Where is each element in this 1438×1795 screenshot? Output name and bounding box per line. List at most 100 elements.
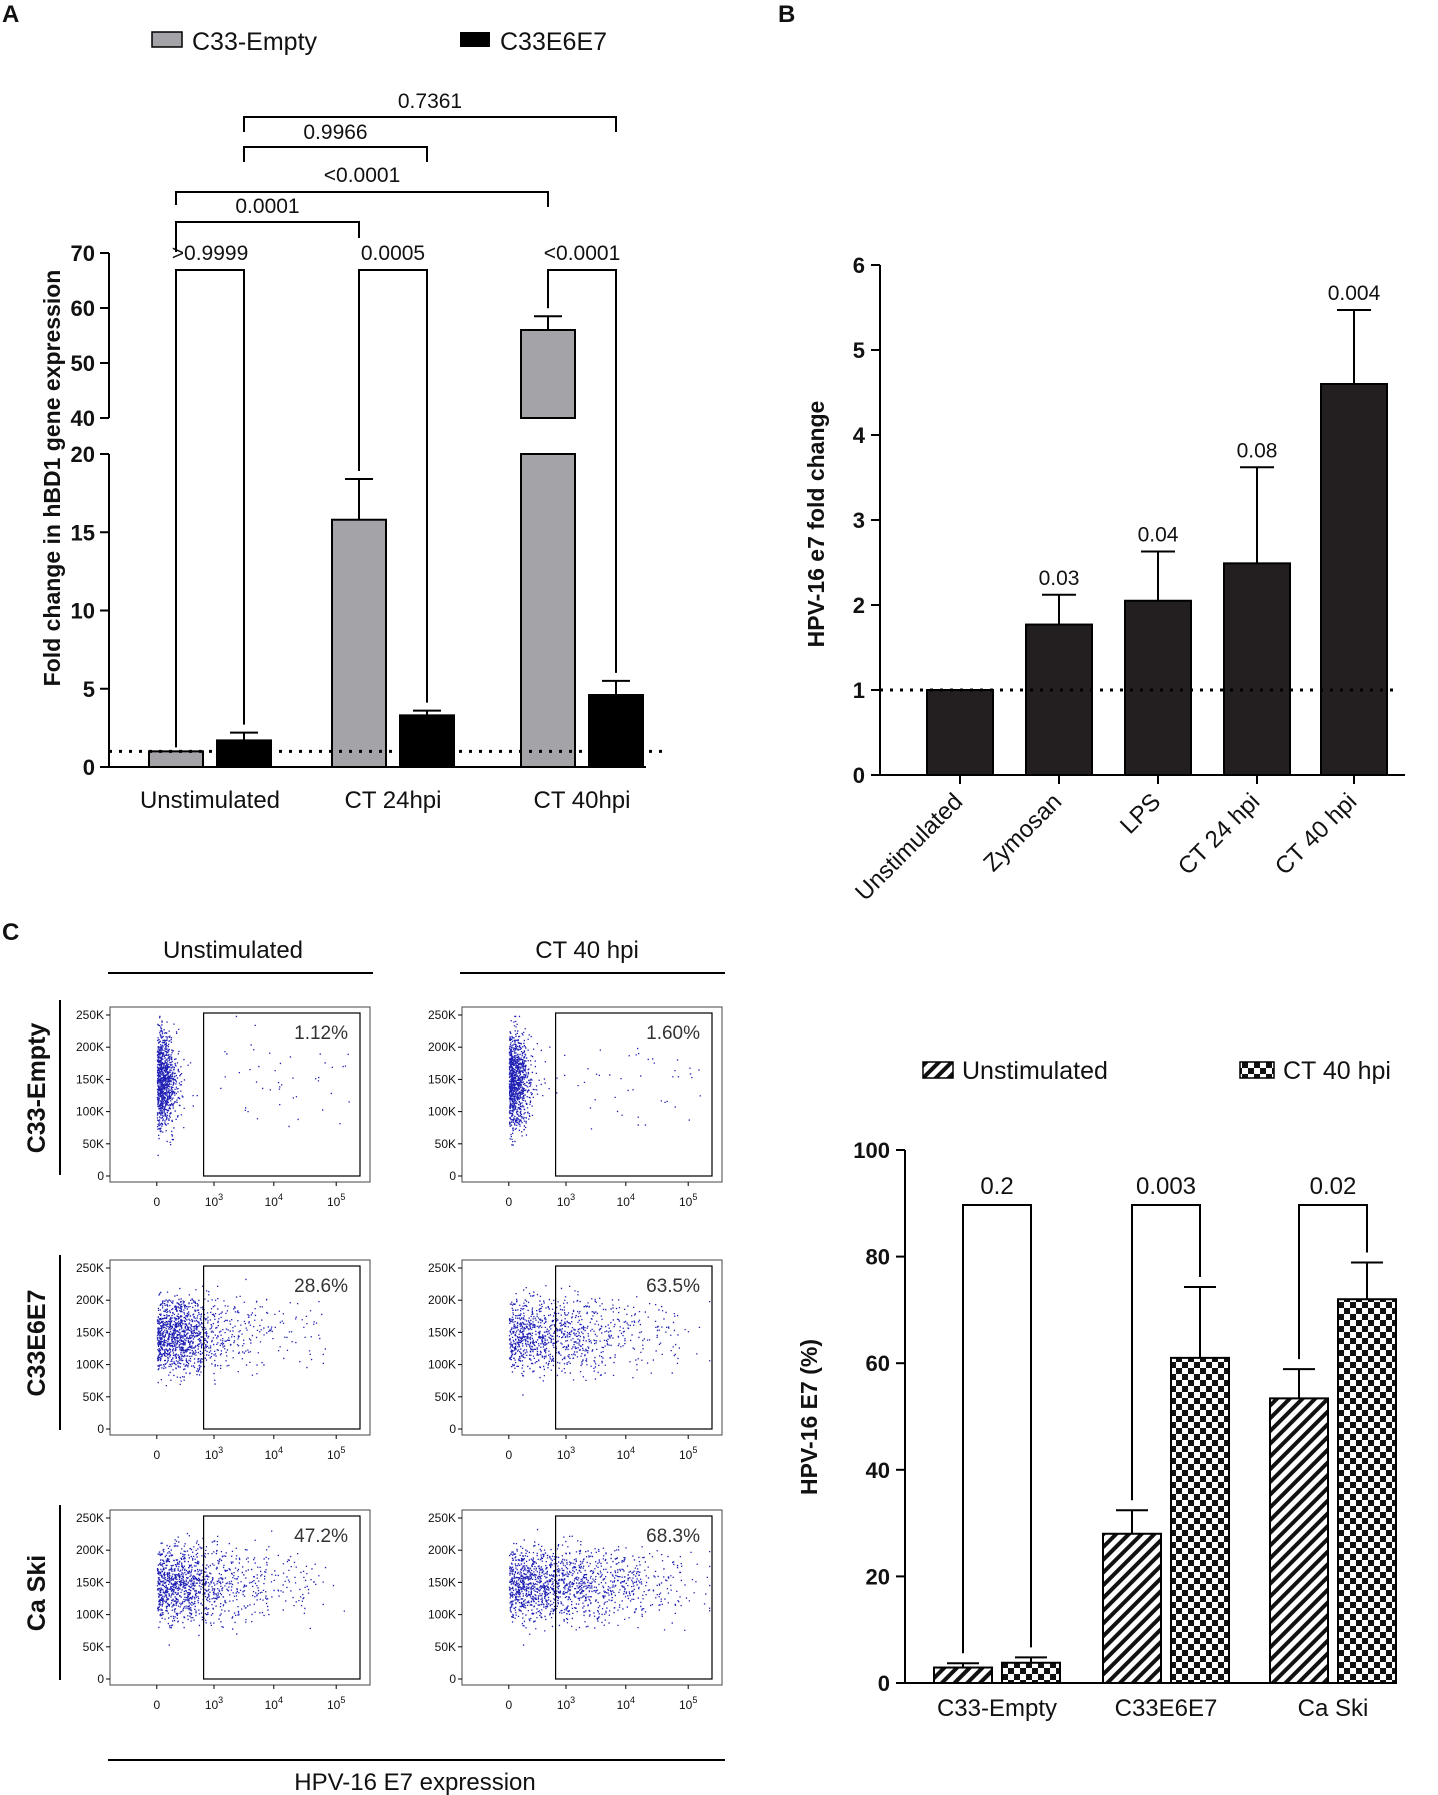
flow-x-tick-label: 103 xyxy=(205,1445,223,1462)
a-y-tick-label: 0 xyxy=(83,755,95,780)
flow-y-tick-label: 0 xyxy=(97,1169,104,1183)
flow-y-tick-label: 0 xyxy=(449,1422,456,1436)
flow-plot-frame xyxy=(461,1259,723,1436)
flow-gate-percentage: 1.12% xyxy=(294,1023,348,1044)
b-p-value-label: 0.004 xyxy=(1328,282,1381,305)
flow-gate xyxy=(203,1265,361,1430)
flow-x-tick-label: 104 xyxy=(617,1445,635,1462)
flow-y-tick-label: 50K xyxy=(83,1640,104,1654)
flow-x-tick-label: 0 xyxy=(505,1698,512,1712)
a-comparison-p-value: <0.0001 xyxy=(544,242,621,265)
a-y-tick-label: 10 xyxy=(71,599,95,624)
flow-plot: 250K 200K 150K 100K 50K 0 0 103 104 105 28.6% xyxy=(76,1259,371,1462)
c-bar xyxy=(1001,1661,1061,1684)
a-comparison-p-value: <0.0001 xyxy=(324,164,401,187)
flow-plot-frame xyxy=(461,1509,723,1686)
panel-b-y-axis-label: HPV-16 e7 fold change xyxy=(803,401,829,648)
flow-y-tick-label: 100K xyxy=(76,1105,104,1119)
b-bar xyxy=(1124,599,1192,776)
flow-gate-percentage: 1.60% xyxy=(646,1023,700,1044)
a-y-tick-label: 20 xyxy=(71,442,95,467)
a-y-tick-label: 15 xyxy=(71,520,95,545)
flow-y-tick-label: 150K xyxy=(428,1575,456,1589)
b-x-category-label: CT 40 hpi xyxy=(1270,788,1362,880)
flow-x-tick-label: 0 xyxy=(505,1195,512,1209)
legend-swatch-ct40 xyxy=(1239,1061,1275,1079)
flow-x-tick-label: 105 xyxy=(679,1695,697,1712)
a-comparison-bracket xyxy=(243,116,617,132)
flow-y-tick-label: 50K xyxy=(83,1137,104,1151)
flow-x-tick-label: 0 xyxy=(153,1195,160,1209)
flow-y-tick-label: 200K xyxy=(428,1293,456,1307)
c-y-tick-label: 100 xyxy=(853,1138,890,1163)
flow-y-tick-label: 150K xyxy=(76,1072,104,1086)
panel-c-flow-cytometry: Unstimulated CT 40 hpi C33-Empty C33E6E7… xyxy=(23,937,725,1795)
a-x-category-label: CT 40hpi xyxy=(534,787,631,814)
legend-swatch-unstimulated xyxy=(922,1061,954,1079)
c-x-category-label: C33E6E7 xyxy=(1115,1695,1218,1722)
flow-x-tick-label: 105 xyxy=(327,1445,345,1462)
flow-y-tick-label: 100K xyxy=(428,1358,456,1372)
flow-y-tick-label: 150K xyxy=(76,1325,104,1339)
c-comparison-bracket xyxy=(1131,1204,1201,1501)
flow-gate-percentage: 63.5% xyxy=(646,1276,700,1297)
c-bar xyxy=(1269,1397,1329,1685)
a-y-tick-label: 60 xyxy=(71,296,95,321)
c-comparison-bracket xyxy=(962,1204,1032,1654)
c-bar xyxy=(1170,1356,1230,1684)
a-comparison-p-value: 0.7361 xyxy=(398,90,462,113)
panel-letter-b: B xyxy=(778,1,795,28)
flow-y-tick-label: 0 xyxy=(97,1672,104,1686)
b-y-tick-label: 2 xyxy=(853,593,865,618)
flow-x-tick-label: 104 xyxy=(265,1445,283,1462)
a-comparison-p-value: 0.0001 xyxy=(235,195,299,218)
a-bar xyxy=(331,518,387,768)
a-x-category-label: CT 24hpi xyxy=(345,787,442,814)
flow-y-tick-label: 50K xyxy=(435,1640,456,1654)
legend-label-ct40: CT 40 hpi xyxy=(1283,1057,1391,1085)
flow-y-tick-label: 150K xyxy=(76,1575,104,1589)
b-x-category-label: LPS xyxy=(1115,788,1166,839)
flow-plot: 250K 200K 150K 100K 50K 0 0 103 104 105 63.5% xyxy=(428,1259,723,1462)
b-p-value-label: 0.08 xyxy=(1237,439,1278,462)
b-y-tick-label: 0 xyxy=(853,763,865,788)
legend-swatch-c33-empty xyxy=(151,31,183,48)
flow-y-tick-label: 250K xyxy=(428,1261,456,1275)
legend-label-unstimulated: Unstimulated xyxy=(962,1057,1108,1085)
flow-y-tick-label: 200K xyxy=(428,1040,456,1054)
a-y-tick-label: 70 xyxy=(71,241,95,266)
flow-column-ct40: CT 40 hpi xyxy=(535,937,639,964)
a-bar xyxy=(588,694,644,769)
b-bar xyxy=(1320,383,1388,776)
panel-c-bar-chart: Unstimulated CT 40 hpi HPV-16 E7 (%) 0 20… xyxy=(796,1057,1397,1722)
c-comparison-p-value: 0.2 xyxy=(980,1173,1013,1200)
flow-y-tick-label: 100K xyxy=(428,1608,456,1622)
flow-y-tick-label: 200K xyxy=(76,1293,104,1307)
flow-scatter-dots xyxy=(508,1015,679,1146)
flow-x-tick-label: 104 xyxy=(617,1192,635,1209)
flow-y-tick-label: 250K xyxy=(76,1511,104,1525)
a-bar-upper xyxy=(520,329,576,419)
flow-scatter-dots xyxy=(508,1528,711,1646)
legend-swatch-c33e6e7 xyxy=(460,32,490,47)
flow-y-tick-label: 0 xyxy=(449,1672,456,1686)
panel-a-y-axis-label: Fold change in hBD1 gene expression xyxy=(39,270,65,687)
flow-y-tick-label: 250K xyxy=(428,1511,456,1525)
a-comparison-bracket xyxy=(175,221,360,252)
c-bar xyxy=(1102,1532,1162,1685)
flow-plot-frame xyxy=(461,1006,723,1183)
flow-gate-percentage: 28.6% xyxy=(294,1276,348,1297)
b-x-category-label: CT 24 hpi xyxy=(1173,788,1265,880)
flow-x-tick-label: 105 xyxy=(679,1445,697,1462)
b-bar xyxy=(1223,562,1291,776)
a-comparison-bracket xyxy=(547,269,617,673)
c-x-category-label: C33-Empty xyxy=(937,1695,1057,1722)
a-y-tick-label: 50 xyxy=(71,351,95,376)
c-y-tick-label: 20 xyxy=(866,1564,890,1589)
b-x-category-label: Unstimulated xyxy=(850,788,968,906)
flow-gate-percentage: 47.2% xyxy=(294,1526,348,1547)
c-bar xyxy=(933,1666,993,1684)
c-comparison-p-value: 0.02 xyxy=(1310,1173,1357,1200)
flow-x-tick-label: 103 xyxy=(557,1695,575,1712)
